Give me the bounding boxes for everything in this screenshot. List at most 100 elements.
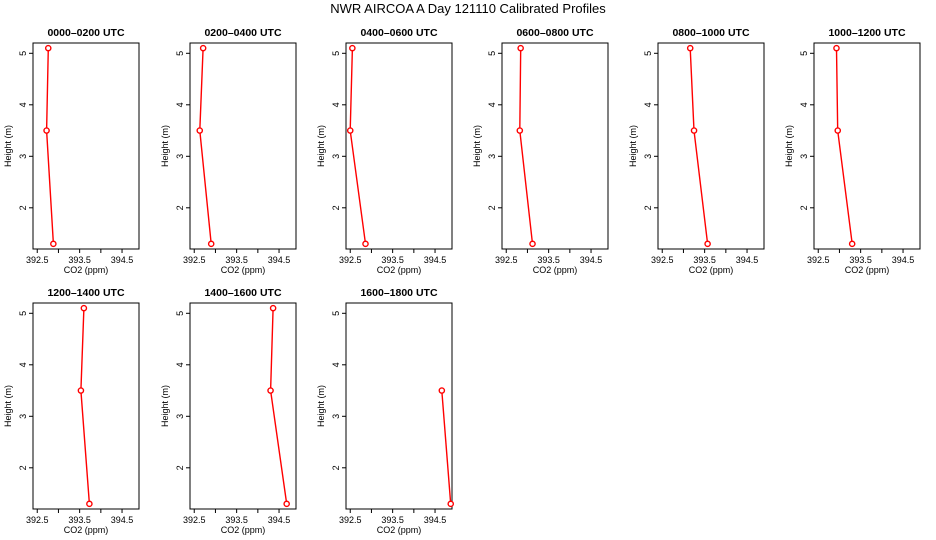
profile-line xyxy=(349,48,367,244)
profile-line xyxy=(441,390,452,504)
x-axis-label: CO2 (ppm) xyxy=(64,265,109,275)
x-tick-label: 393.5 xyxy=(68,515,91,525)
y-tick-label: 5 xyxy=(487,51,497,56)
y-tick-label: 4 xyxy=(175,362,185,367)
y-tick-label: 4 xyxy=(487,102,497,107)
data-point xyxy=(346,127,354,134)
plot-frame xyxy=(657,42,765,250)
x-tick-label: 393.5 xyxy=(381,515,404,525)
data-point xyxy=(529,240,536,248)
profile-line xyxy=(80,308,91,504)
x-tick-label: 394.5 xyxy=(424,515,447,525)
y-tick-label: 3 xyxy=(331,414,341,419)
y-tick-label: 5 xyxy=(175,51,185,56)
y-tick-label: 2 xyxy=(643,205,653,210)
x-tick-label: 392.5 xyxy=(651,255,674,265)
plot-frame xyxy=(32,42,140,250)
y-tick-label: 4 xyxy=(643,102,653,107)
y-tick-label: 3 xyxy=(643,154,653,159)
y-tick-label: 5 xyxy=(18,51,28,56)
profile-line xyxy=(519,48,534,244)
plot-frame xyxy=(345,302,453,510)
x-axis-label: CO2 (ppm) xyxy=(845,265,890,275)
y-tick-label: 5 xyxy=(643,51,653,56)
y-tick-label: 4 xyxy=(331,362,341,367)
x-tick-label: 393.5 xyxy=(849,255,872,265)
y-tick-label: 3 xyxy=(175,414,185,419)
y-tick-label: 3 xyxy=(799,154,809,159)
data-point xyxy=(269,304,277,312)
data-point xyxy=(77,387,85,394)
x-axis-label: CO2 (ppm) xyxy=(689,265,734,275)
chart-panel-1: 0000–0200 UTC 392.5 393.5 394.5 2 3 4 5 CO2 (ppm… xyxy=(3,27,140,275)
y-axis-label: Height (m) xyxy=(316,125,326,167)
data-point xyxy=(690,127,698,134)
y-tick-label: 3 xyxy=(18,414,28,419)
x-tick-label: 394.5 xyxy=(580,255,603,265)
data-point xyxy=(517,44,524,52)
x-tick-label: 392.5 xyxy=(183,515,206,525)
x-axis-label: CO2 (ppm) xyxy=(221,265,266,275)
x-axis-label: CO2 (ppm) xyxy=(64,525,109,535)
profile-line xyxy=(689,48,709,244)
x-tick-label: 392.5 xyxy=(339,515,362,525)
panel-title: 0200–0400 UTC xyxy=(204,27,281,39)
plot-frame xyxy=(189,302,297,510)
y-tick-label: 3 xyxy=(331,154,341,159)
y-tick-label: 5 xyxy=(18,311,28,316)
data-point xyxy=(516,127,524,134)
x-tick-label: 392.5 xyxy=(495,255,518,265)
data-point xyxy=(834,127,842,134)
y-tick-label: 2 xyxy=(18,465,28,470)
y-tick-label: 4 xyxy=(18,362,28,367)
y-tick-label: 3 xyxy=(487,154,497,159)
x-tick-label: 394.5 xyxy=(736,255,759,265)
panel-title: 0000–0200 UTC xyxy=(47,27,124,39)
y-tick-label: 5 xyxy=(175,311,185,316)
x-tick-label: 393.5 xyxy=(225,255,248,265)
chart-panel-7: 1200–1400 UTC 392.5 393.5 394.5 2 3 4 5 CO2 (ppm… xyxy=(3,287,140,535)
panel-title: 1600–1800 UTC xyxy=(360,287,437,299)
y-tick-label: 5 xyxy=(331,311,341,316)
x-tick-label: 393.5 xyxy=(225,515,248,525)
y-axis-label: Height (m) xyxy=(160,125,170,167)
x-tick-label: 393.5 xyxy=(537,255,560,265)
panel-title: 0800–1000 UTC xyxy=(672,27,749,39)
y-tick-label: 4 xyxy=(18,102,28,107)
data-point xyxy=(833,44,840,52)
data-point xyxy=(199,44,207,52)
chart-panel-5: 0800–1000 UTC 392.5 393.5 394.5 2 3 4 5 CO2 (ppm… xyxy=(628,27,765,275)
panel-title: 0600–0800 UTC xyxy=(516,27,593,39)
panel-title: 1400–1600 UTC xyxy=(204,287,281,299)
x-tick-label: 392.5 xyxy=(339,255,362,265)
y-tick-label: 5 xyxy=(331,51,341,56)
x-tick-label: 394.5 xyxy=(111,515,134,525)
panel-title: 0400–0600 UTC xyxy=(360,27,437,39)
data-point xyxy=(349,44,356,52)
chart-panel-8: 1400–1600 UTC 392.5 393.5 394.5 2 3 4 5 CO2 (ppm… xyxy=(160,287,297,535)
y-tick-label: 2 xyxy=(175,205,185,210)
x-axis-label: CO2 (ppm) xyxy=(221,525,266,535)
x-tick-label: 394.5 xyxy=(268,255,291,265)
y-axis-label: Height (m) xyxy=(316,385,326,427)
y-tick-label: 3 xyxy=(175,154,185,159)
y-axis-label: Height (m) xyxy=(3,385,13,427)
data-point xyxy=(438,387,446,394)
data-point xyxy=(447,500,455,508)
chart-panel-3: 0400–0600 UTC 392.5 393.5 394.5 2 3 4 5 CO2 (ppm… xyxy=(316,27,453,275)
data-point xyxy=(196,127,204,134)
y-axis-label: Height (m) xyxy=(628,125,638,167)
plot-frame xyxy=(32,302,140,510)
y-axis-label: Height (m) xyxy=(472,125,482,167)
x-tick-label: 394.5 xyxy=(424,255,447,265)
y-tick-label: 4 xyxy=(175,102,185,107)
data-point xyxy=(267,387,274,394)
y-tick-label: 2 xyxy=(331,205,341,210)
y-axis-label: Height (m) xyxy=(160,385,170,427)
x-tick-label: 394.5 xyxy=(111,255,134,265)
y-tick-label: 3 xyxy=(18,154,28,159)
plot-frame xyxy=(189,42,297,250)
x-tick-label: 392.5 xyxy=(807,255,830,265)
x-tick-label: 392.5 xyxy=(26,515,49,525)
